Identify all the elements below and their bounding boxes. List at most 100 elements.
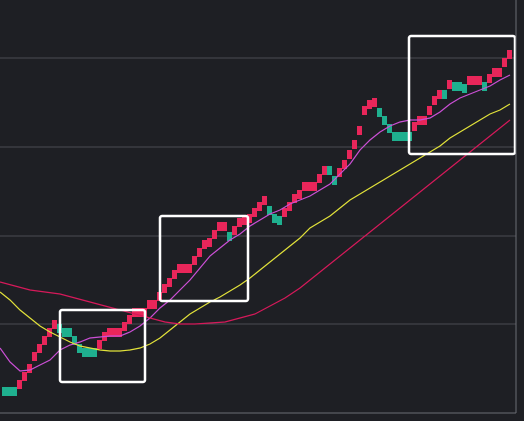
renko-brick-up: [337, 168, 342, 177]
renko-brick-up: [27, 364, 32, 373]
renko-brick-up: [282, 208, 287, 217]
renko-brick-up: [432, 96, 437, 105]
renko-brick-up: [232, 226, 237, 235]
renko-brick-up: [492, 68, 497, 77]
renko-brick-up: [162, 284, 167, 293]
renko-brick-up: [187, 264, 192, 273]
renko-brick-up: [42, 336, 47, 345]
renko-brick-down: [482, 82, 487, 91]
renko-brick-up: [307, 182, 312, 191]
renko-brick-down: [72, 336, 77, 345]
renko-brick-up: [202, 240, 207, 249]
renko-brick-down: [392, 132, 397, 141]
renko-brick-down: [7, 387, 12, 396]
highlight-box: [158, 214, 250, 303]
renko-brick-down: [87, 348, 92, 357]
renko-brick-up: [112, 328, 117, 337]
renko-brick-up: [367, 100, 372, 109]
renko-brick-up: [472, 76, 477, 85]
renko-brick-down: [277, 216, 282, 225]
highlight-boxes: [58, 34, 517, 384]
renko-brick-up: [317, 174, 322, 183]
renko-brick-up: [97, 340, 102, 349]
renko-brick-up: [47, 328, 52, 337]
renko-brick-down: [227, 232, 232, 241]
renko-brick-up: [287, 202, 292, 211]
renko-brick-down: [462, 84, 467, 93]
renko-brick-up: [362, 106, 367, 115]
renko-brick-down: [457, 82, 462, 91]
renko-brick-up: [172, 270, 177, 279]
renko-brick-down: [402, 132, 407, 141]
renko-brick-up: [252, 208, 257, 217]
renko-brick-up: [352, 140, 357, 149]
renko-brick-down: [267, 206, 272, 215]
renko-brick-up: [52, 320, 57, 329]
renko-brick-up: [342, 160, 347, 169]
renko-brick-up: [107, 328, 112, 337]
renko-brick-up: [17, 380, 22, 389]
renko-brick-up: [242, 216, 247, 225]
renko-brick-down: [382, 116, 387, 125]
renko-brick-down: [327, 166, 332, 175]
renko-brick-down: [272, 214, 277, 223]
renko-brick-up: [357, 126, 362, 135]
gridlines: [0, 57, 516, 325]
renko-brick-up: [22, 372, 27, 381]
highlight-box: [407, 34, 517, 156]
renko-brick-up: [262, 196, 267, 205]
renko-brick-down: [377, 108, 382, 117]
renko-brick-up: [147, 300, 152, 309]
renko-brick-up: [297, 190, 302, 199]
renko-brick-up: [292, 194, 297, 203]
ma-fast-line: [0, 74, 511, 372]
renko-brick-up: [132, 308, 137, 317]
renko-brick-up: [37, 344, 42, 353]
renko-brick-up: [182, 264, 187, 273]
renko-brick-up: [422, 116, 427, 125]
ma-slow-line: [0, 119, 511, 325]
renko-brick-down: [67, 328, 72, 337]
renko-brick-up: [507, 50, 512, 59]
renko-brick-up: [247, 214, 252, 223]
renko-brick-up: [502, 58, 507, 67]
renko-brick-up: [437, 90, 442, 99]
renko-brick-up: [477, 76, 482, 85]
renko-brick-up: [32, 352, 37, 361]
renko-brick-up: [487, 74, 492, 83]
renko-brick-down: [82, 348, 87, 357]
renko-brick-down: [442, 90, 447, 99]
renko-brick-up: [212, 230, 217, 239]
renko-brick-up: [197, 248, 202, 257]
renko-brick-down: [397, 132, 402, 141]
renko-brick-up: [427, 106, 432, 115]
renko-brick-up: [347, 150, 352, 159]
renko-brick-up: [122, 322, 127, 331]
renko-brick-up: [117, 328, 122, 337]
renko-brick-up: [222, 222, 227, 231]
renko-brick-down: [62, 328, 67, 337]
highlight-box: [58, 308, 147, 384]
renko-brick-up: [237, 218, 242, 227]
renko-brick-down: [92, 348, 97, 357]
renko-brick-down: [332, 176, 337, 185]
renko-brick-up: [177, 264, 182, 273]
renko-brick-up: [447, 80, 452, 89]
renko-brick-up: [127, 315, 132, 324]
renko-brick-up: [137, 308, 142, 317]
renko-brick-up: [322, 166, 327, 175]
renko-brick-down: [77, 344, 82, 353]
renko-brick-up: [152, 300, 157, 309]
renko-brick-up: [497, 68, 502, 77]
renko-brick-down: [2, 387, 7, 396]
renko-brick-up: [167, 278, 172, 287]
renko-brick-up: [257, 202, 262, 211]
renko-brick-up: [467, 76, 472, 85]
renko-brick-up: [302, 182, 307, 191]
renko-brick-up: [412, 122, 417, 131]
renko-brick-up: [312, 182, 317, 191]
renko-brick-down: [387, 124, 392, 133]
renko-brick-up: [207, 238, 212, 247]
renko-brick-up: [372, 98, 377, 107]
